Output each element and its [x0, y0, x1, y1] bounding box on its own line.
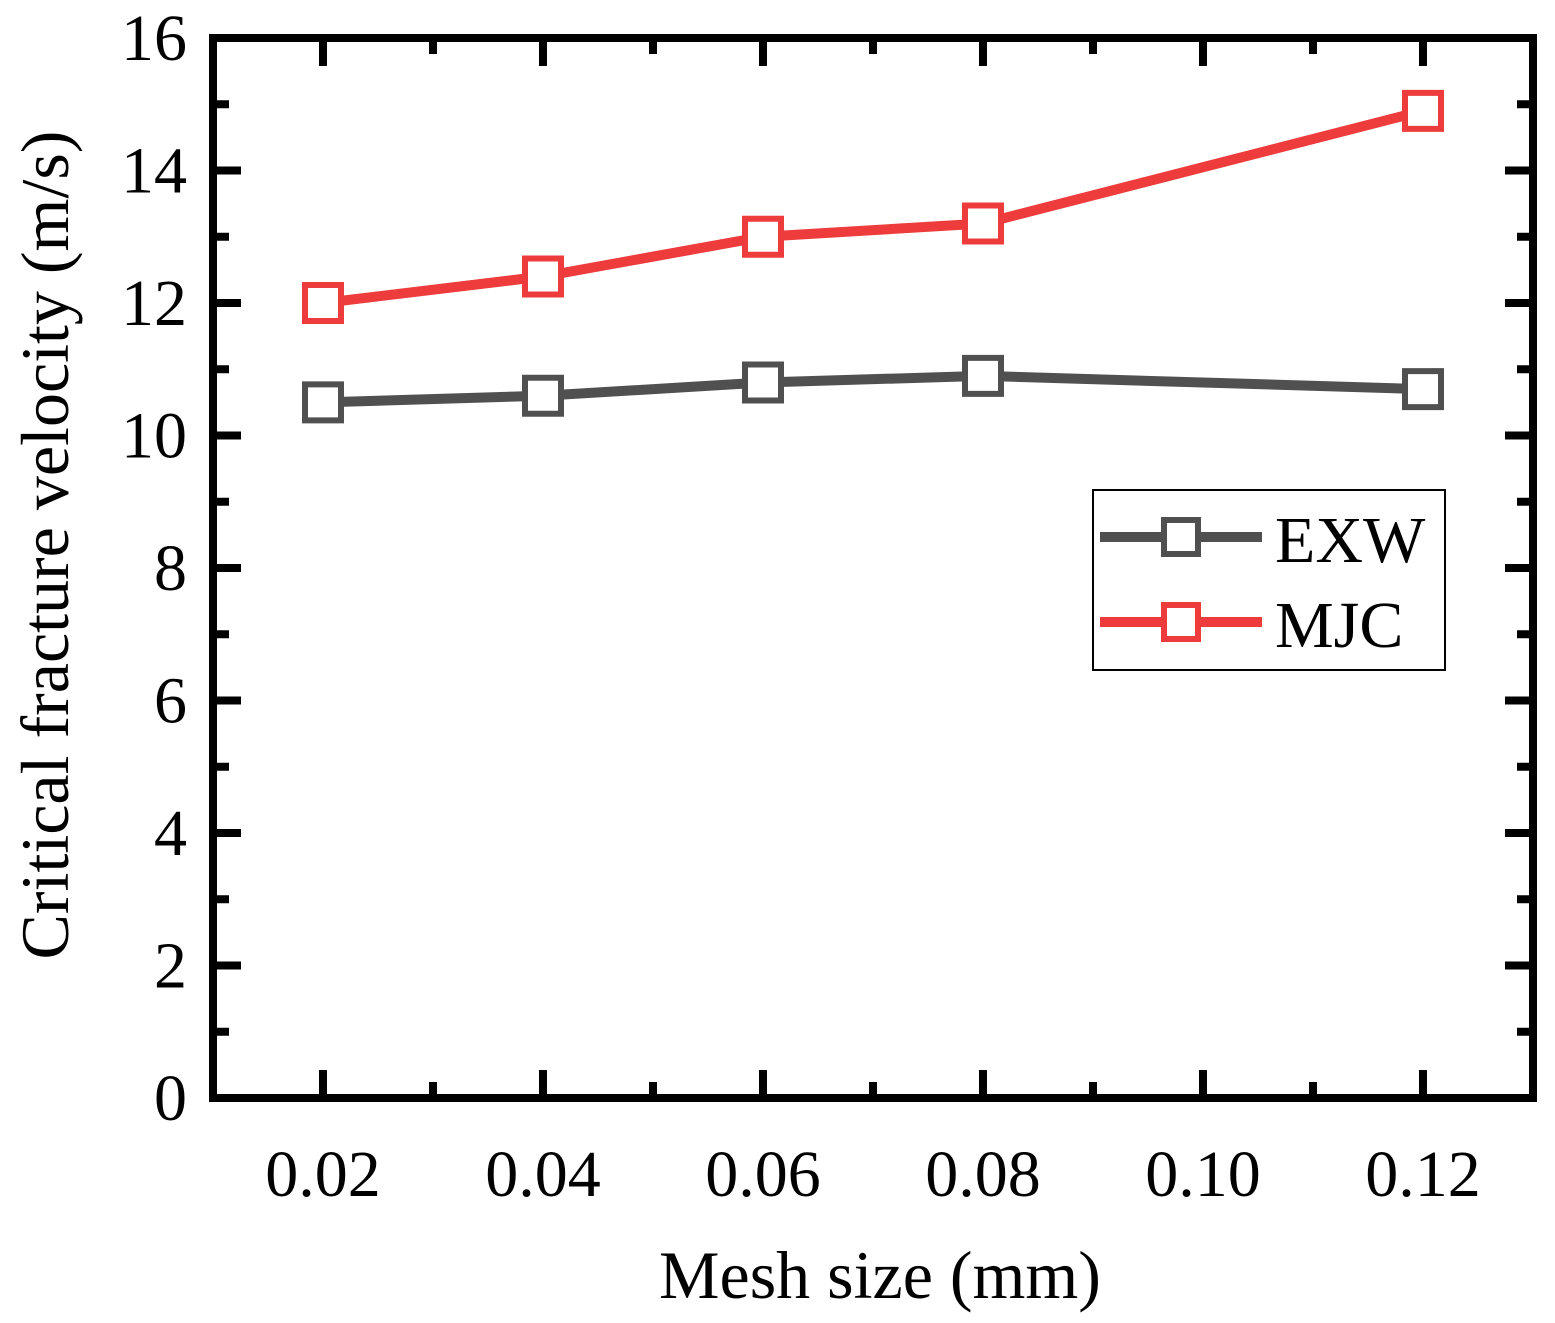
y-tick-label: 6 — [154, 665, 187, 738]
series-line-mjc — [322, 106, 1425, 308]
plot-frame — [209, 34, 1537, 1102]
legend-label-exw: EXW — [1275, 504, 1426, 577]
x-tick-label: 0.08 — [925, 1138, 1041, 1211]
data-point-exw — [302, 381, 344, 424]
y-axis-title: Critical fracture velocity (m/s) — [7, 131, 83, 960]
data-point-exw — [742, 361, 784, 404]
data-point-mjc — [522, 255, 564, 298]
legend: EXW MJC — [1092, 489, 1446, 671]
data-point-exw — [522, 374, 564, 417]
legend-item-mjc: MJC — [1100, 589, 1403, 662]
y-tick-label: 0 — [154, 1062, 187, 1135]
legend-marker-mjc — [1161, 602, 1201, 642]
legend-label-mjc: MJC — [1275, 589, 1403, 662]
data-point-mjc — [962, 202, 1004, 245]
y-tick-label: 4 — [154, 797, 187, 870]
x-tick-label: 0.02 — [265, 1138, 381, 1211]
x-tick-label: 0.04 — [485, 1138, 601, 1211]
y-tick-labels: 0 2 4 6 8 10 12 14 16 — [121, 2, 187, 1135]
legend-item-exw: EXW — [1100, 504, 1426, 577]
x-tick-label: 0.12 — [1365, 1138, 1481, 1211]
x-tick-labels: 0.02 0.04 0.06 0.08 0.10 0.12 — [265, 1138, 1481, 1211]
data-point-exw — [1402, 368, 1444, 411]
series-line-exw — [322, 370, 1424, 408]
y-tick-label: 16 — [121, 2, 187, 75]
y-tick-label: 12 — [121, 267, 187, 340]
y-tick-label: 8 — [154, 532, 187, 605]
series-layer — [302, 89, 1444, 424]
y-tick-label: 2 — [154, 930, 187, 1003]
x-tick-label: 0.06 — [705, 1138, 821, 1211]
y-tick-label: 14 — [121, 135, 187, 208]
y-tick-label: 10 — [121, 400, 187, 473]
data-point-mjc — [742, 215, 784, 258]
legend-box — [1092, 489, 1446, 671]
data-point-mjc — [302, 282, 344, 324]
x-tick-label: 0.10 — [1145, 1138, 1261, 1211]
legend-marker-exw — [1161, 517, 1201, 557]
x-axis-title: Mesh size (mm) — [659, 1237, 1101, 1313]
data-point-mjc — [1402, 89, 1444, 132]
data-point-exw — [962, 354, 1004, 397]
